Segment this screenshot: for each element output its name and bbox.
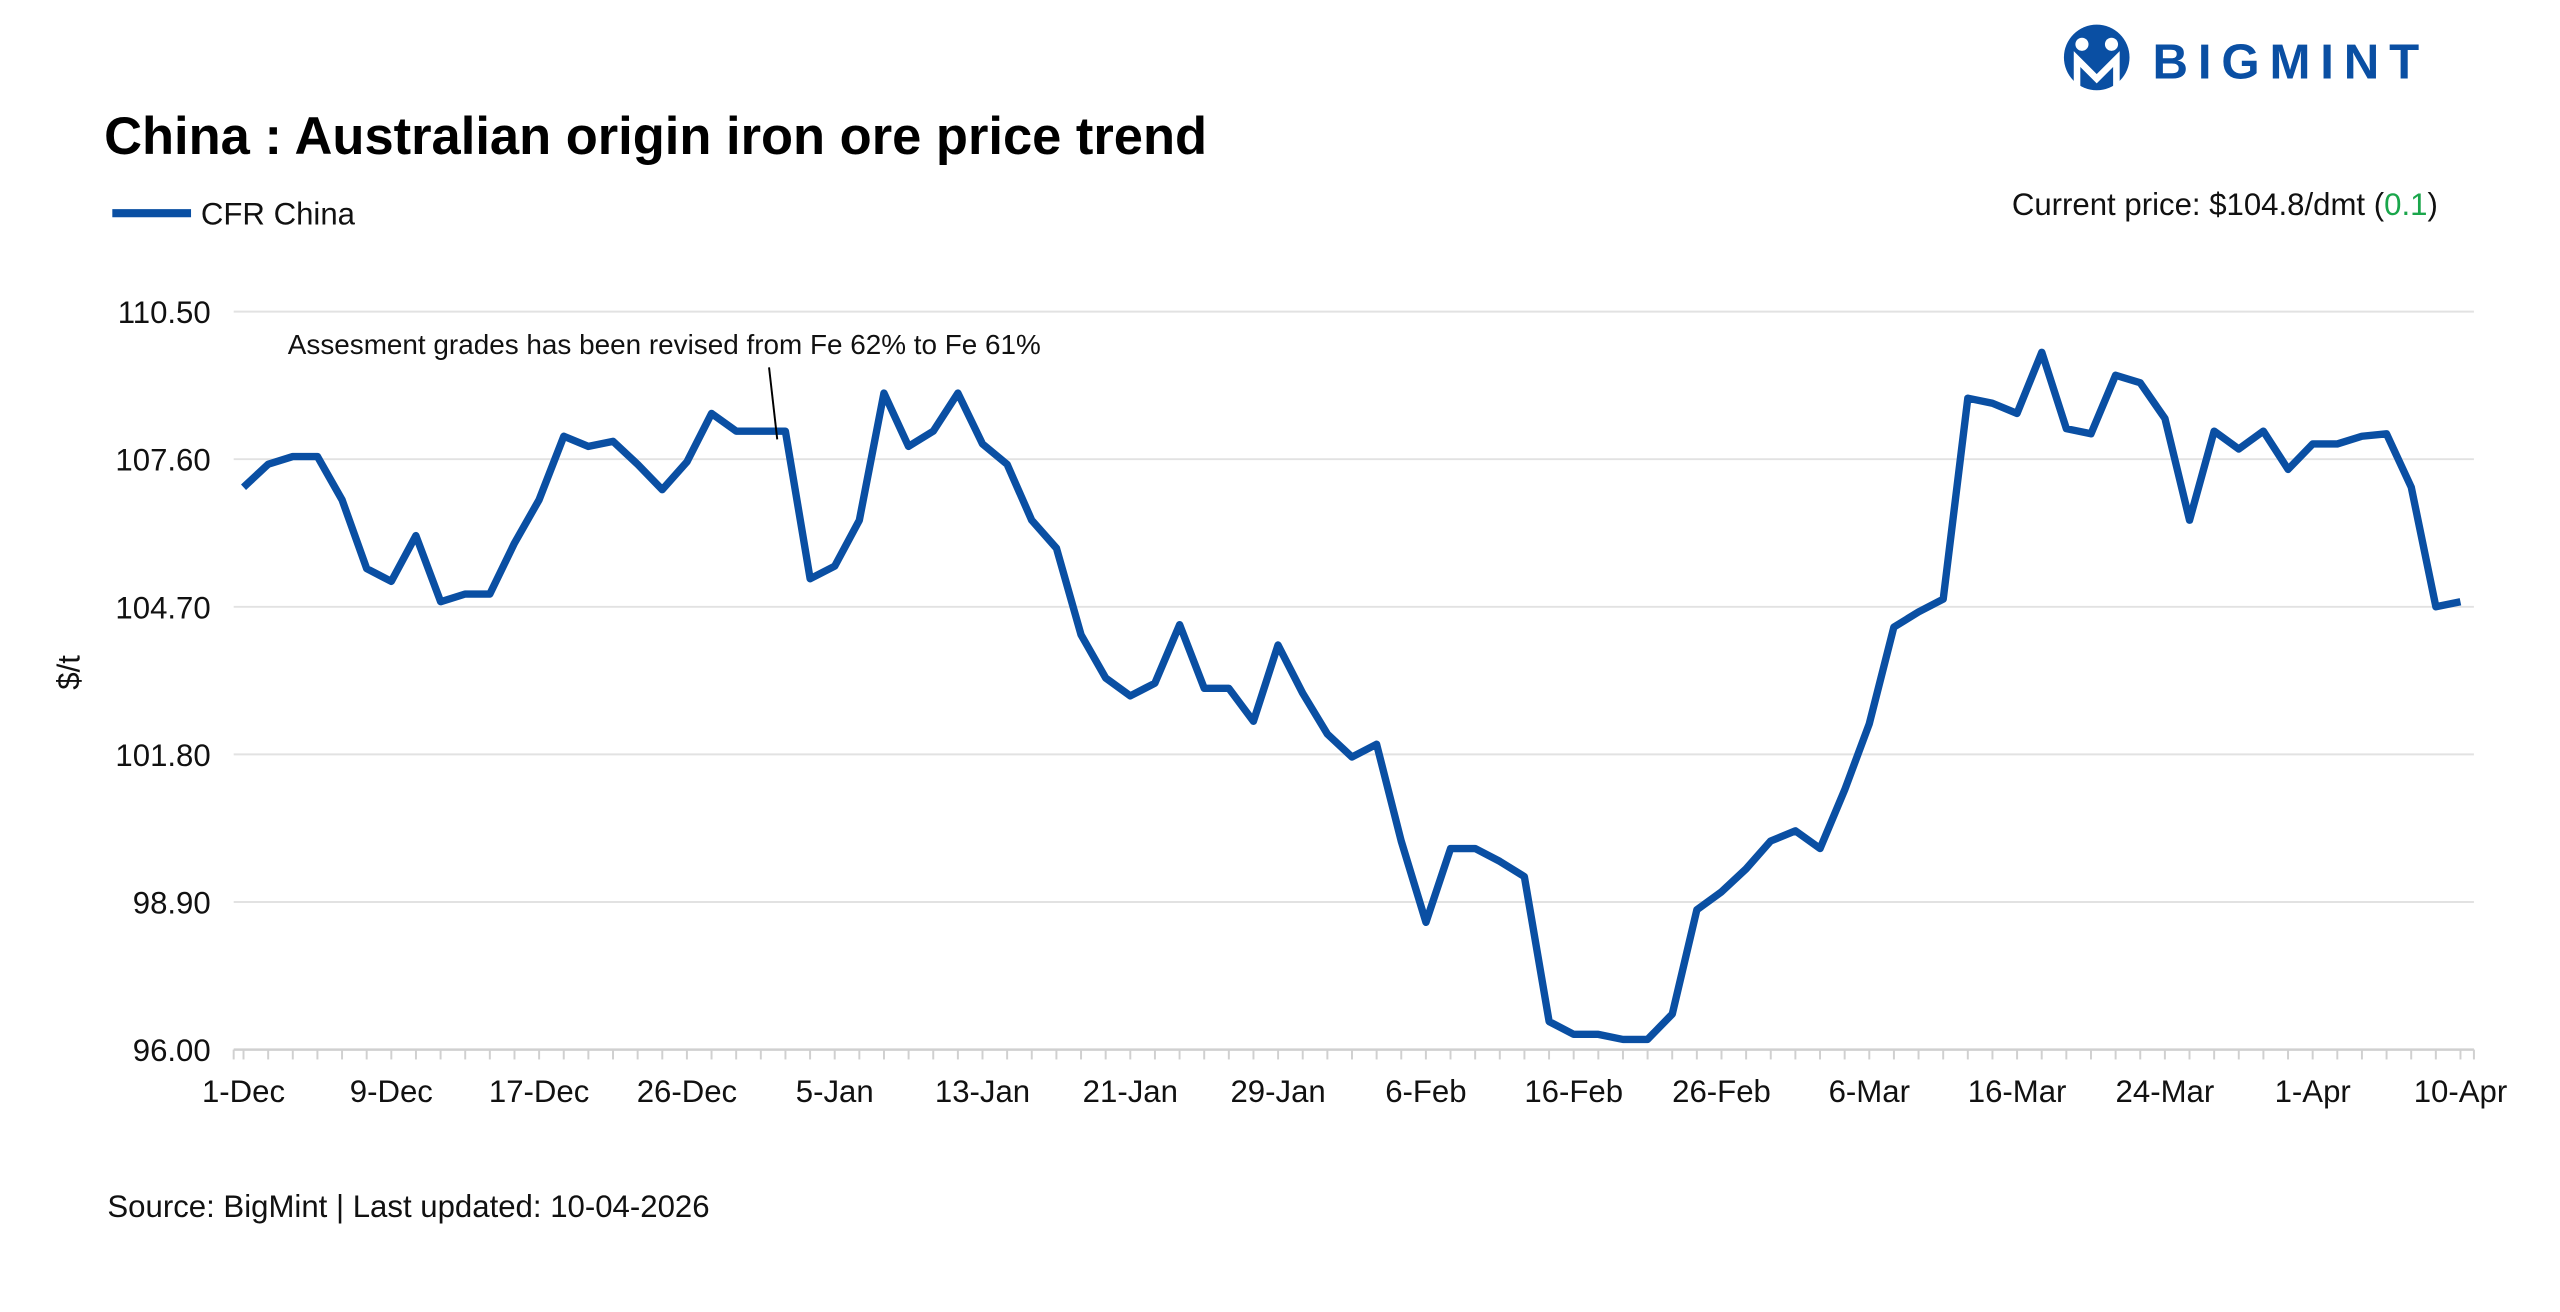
logo-dot-right xyxy=(2104,37,2119,51)
logo-m xyxy=(2073,51,2120,91)
x-tick-label: 6-Mar xyxy=(1829,1074,1910,1109)
chart-title: China : Australian origin iron ore price… xyxy=(104,107,1207,166)
y-tick-label: 110.50 xyxy=(118,295,211,330)
logo: BIGMINT xyxy=(2063,24,2429,91)
x-tick-label: 16-Mar xyxy=(1968,1074,2067,1109)
annotation-leader xyxy=(768,367,779,440)
x-tick-label: 29-Jan xyxy=(1230,1074,1325,1109)
logo-dot-left xyxy=(2075,37,2089,51)
x-tick-label: 16-Feb xyxy=(1524,1074,1623,1109)
y-tick-label: 101.80 xyxy=(115,738,210,773)
current-price-change: 0.1 xyxy=(2384,187,2427,222)
x-tick-label: 5-Jan xyxy=(796,1074,874,1109)
x-tick-label: 24-Mar xyxy=(2116,1074,2215,1109)
series-line-cfr-china xyxy=(241,348,2462,1044)
annotation-text: Assesment grades has been revised from F… xyxy=(288,329,1041,360)
x-axis: 1-Dec 9-Dec 17-Dec 26-Dec 5-Jan 13-Jan 21-Jan 2… xyxy=(202,1048,2508,1109)
logo-text: BIGMINT xyxy=(2152,35,2429,90)
source-note: Source: BigMint | Last updated: 10-04-20… xyxy=(107,1189,709,1224)
y-tick-label: 96.00 xyxy=(133,1033,211,1068)
x-tick-label: 21-Jan xyxy=(1083,1074,1178,1109)
current-price-suffix: ) xyxy=(2427,187,2437,222)
y-axis: 96.00 98.90 101.80 104.70 107.60 110.50 xyxy=(115,295,210,1068)
current-price-prefix: Current price: $104.8/dmt ( xyxy=(2012,187,2385,222)
x-tick-label: 26-Dec xyxy=(637,1074,737,1109)
gridlines xyxy=(233,310,2474,903)
x-tick-label: 13-Jan xyxy=(935,1074,1030,1109)
y-tick-label: 98.90 xyxy=(133,885,211,920)
x-tick-label: 9-Dec xyxy=(350,1074,433,1109)
y-axis-label: $/t xyxy=(52,655,87,690)
x-tick-label: 26-Feb xyxy=(1672,1074,1771,1109)
legend-label: CFR China xyxy=(201,197,356,232)
x-tick-label: 17-Dec xyxy=(489,1074,589,1109)
y-tick-label: 107.60 xyxy=(115,443,210,478)
x-tick-label: 1-Apr xyxy=(2275,1074,2351,1109)
x-tick-label: 1-Dec xyxy=(202,1074,285,1109)
x-tick-label: 6-Feb xyxy=(1385,1074,1466,1109)
y-tick-label: 104.70 xyxy=(115,590,210,625)
x-tick-label: 10-Apr xyxy=(2414,1074,2508,1109)
current-price: Current price: $104.8/dmt (0.1) xyxy=(2012,187,2438,222)
